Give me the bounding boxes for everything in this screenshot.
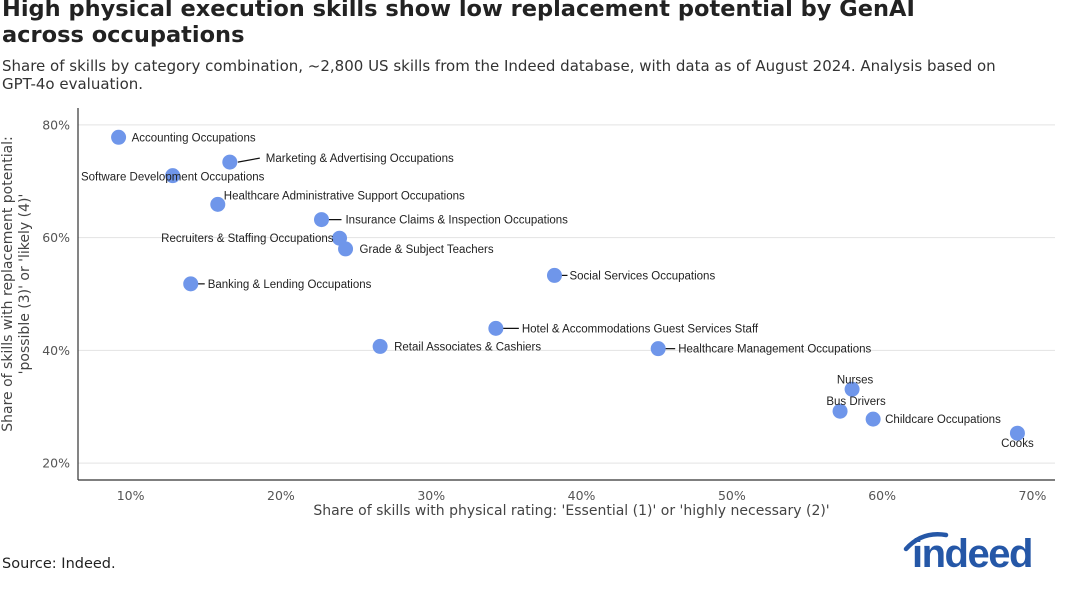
data-point-label: Social Services Occupations	[569, 270, 715, 282]
x-axis-label: Share of skills with physical rating: 'E…	[313, 503, 829, 519]
data-point	[1009, 425, 1025, 441]
x-tick-label: 30%	[417, 488, 445, 503]
data-point-label: Childcare Occupations	[885, 414, 1001, 426]
data-point-label: Insurance Claims & Inspection Occupation…	[345, 215, 568, 227]
source-note: Source: Indeed.	[2, 556, 116, 572]
x-tick-label: 60%	[868, 488, 896, 503]
data-point-label: Banking & Lending Occupations	[208, 279, 372, 291]
chart-title: High physical execution skills show low …	[2, 0, 915, 48]
data-points	[111, 129, 1025, 441]
data-point-label: Marketing & Advertising Occupations	[266, 153, 454, 165]
data-point	[372, 338, 388, 354]
y-axis-label-line: 'possible (3)' or 'likely (4)'	[17, 194, 33, 375]
data-point-label: Grade & Subject Teachers	[360, 244, 494, 256]
data-point	[865, 411, 881, 427]
data-point	[844, 381, 860, 397]
data-point	[546, 267, 562, 283]
data-point	[650, 341, 666, 357]
x-tick-label: 20%	[267, 488, 295, 503]
leader-line	[237, 157, 260, 163]
data-point-label: Healthcare Management Occupations	[678, 344, 871, 356]
data-point-label: Nurses	[837, 374, 874, 386]
x-tick-label: 70%	[1019, 488, 1047, 503]
data-point	[210, 196, 226, 212]
data-point-label: Recruiters & Staffing Occupations	[161, 233, 334, 245]
point-labels: Accounting Occupations Marketing & Advert…	[81, 132, 1034, 450]
x-tick-label: 10%	[117, 488, 145, 503]
chart-subtitle: Share of skills by category combination,…	[2, 57, 996, 93]
data-point	[111, 129, 127, 145]
y-axis-label: Share of skills with replacement potenti…	[0, 136, 33, 432]
data-point	[488, 320, 504, 336]
logo-arc-icon	[903, 532, 949, 552]
data-point-label: Software Development Occupations	[81, 172, 265, 184]
x-tick-label: 50%	[718, 488, 746, 503]
data-point	[165, 168, 181, 184]
logo-wordmark: indeed	[912, 532, 1033, 576]
y-tick-label: 40%	[42, 343, 70, 358]
y-tick-label: 20%	[42, 456, 70, 471]
data-point-label: Hotel & Accommodations Guest Services St…	[522, 323, 759, 335]
data-point	[313, 212, 329, 228]
data-point	[338, 241, 354, 257]
y-tick-label: 80%	[42, 117, 70, 132]
data-point	[222, 154, 238, 170]
data-point-label: Retail Associates & Cashiers	[394, 341, 541, 353]
data-point-label: Accounting Occupations	[132, 132, 256, 144]
x-tick-label: 40%	[568, 488, 596, 503]
y-axis-label-line: Share of skills with replacement potenti…	[0, 136, 16, 432]
gridlines	[78, 124, 1055, 464]
y-tick-label: 60%	[42, 230, 70, 245]
data-point	[183, 276, 199, 292]
axes: 20% 40% 60% 80% 10% 20% 30% 40% 50% 60% 70%	[42, 108, 1055, 503]
indeed-logo[interactable]: indeed	[900, 529, 1050, 579]
data-point-label: Healthcare Administrative Support Occupa…	[224, 190, 465, 202]
data-point-label: Bus Drivers	[826, 396, 886, 408]
data-point	[832, 403, 848, 419]
data-point-label: Cooks	[1001, 438, 1034, 450]
